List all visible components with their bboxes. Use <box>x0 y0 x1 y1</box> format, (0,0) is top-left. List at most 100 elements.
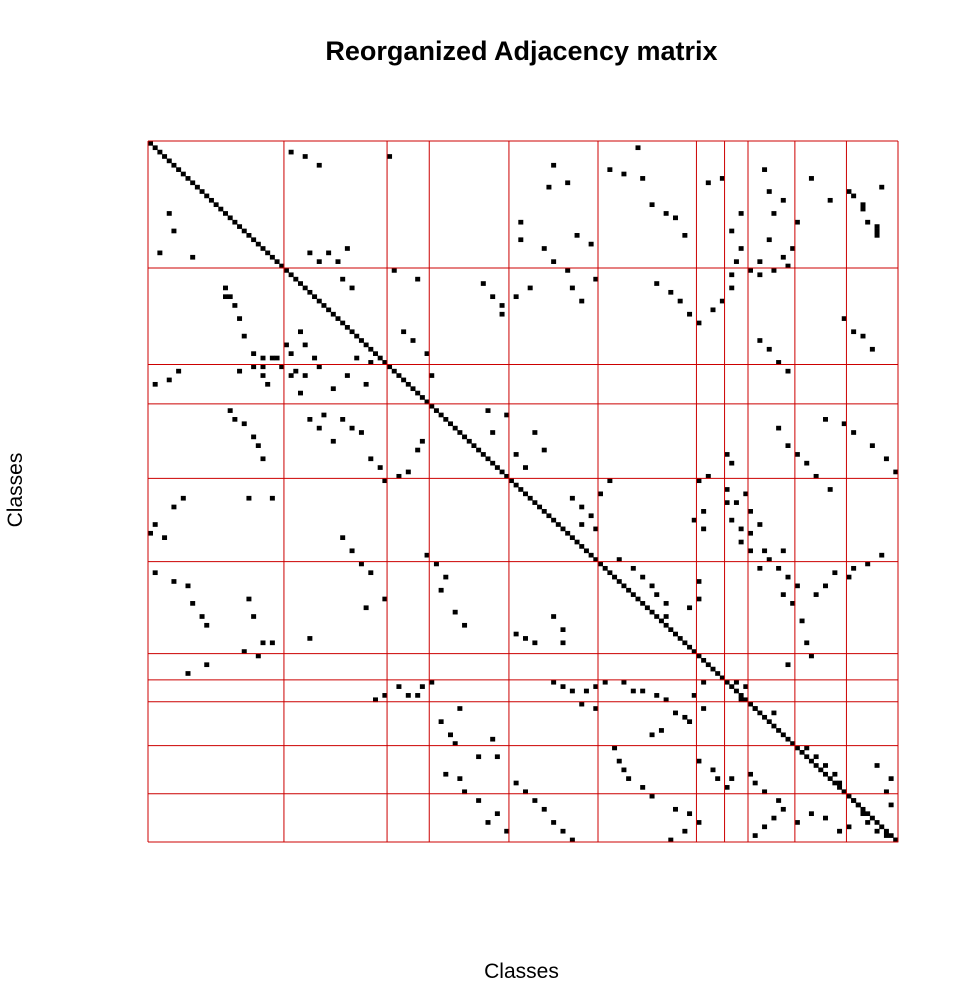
matrix-cell <box>166 377 172 383</box>
matrix-cell-diagonal <box>687 644 693 650</box>
matrix-cell <box>794 452 800 457</box>
matrix-cell <box>415 693 421 698</box>
matrix-cell <box>649 583 655 589</box>
matrix-cell <box>673 710 678 716</box>
matrix-cell <box>626 776 632 781</box>
matrix-cell <box>532 798 538 803</box>
matrix-cell <box>419 438 425 444</box>
matrix-cell <box>443 574 449 580</box>
matrix-cell <box>869 443 875 448</box>
matrix-cell <box>762 789 768 795</box>
matrix-cell-diagonal <box>241 228 247 234</box>
matrix-cell <box>738 539 744 545</box>
matrix-cell <box>874 224 880 229</box>
matrix-cell-diagonal <box>785 736 791 742</box>
matrix-cell-diagonal <box>757 710 763 716</box>
matrix-cell <box>794 820 800 825</box>
matrix-cell <box>302 154 308 159</box>
matrix-cell <box>237 368 243 374</box>
matrix-cell <box>799 618 805 624</box>
matrix-cell-diagonal <box>569 535 575 540</box>
matrix-cell <box>321 412 327 418</box>
matrix-cell-diagonal <box>227 215 233 221</box>
matrix-cell <box>260 640 266 646</box>
matrix-cell <box>462 622 468 628</box>
matrix-cell-diagonal <box>476 447 482 453</box>
matrix-cell-diagonal <box>649 609 655 615</box>
matrix-cell-diagonal <box>494 465 500 470</box>
matrix-cell <box>340 276 346 282</box>
matrix-cell <box>541 447 547 453</box>
matrix-cell-diagonal <box>644 605 650 611</box>
matrix-cell-diagonal <box>302 285 308 291</box>
matrix-cell <box>579 504 585 510</box>
matrix-cell <box>401 329 407 335</box>
matrix-cell-diagonal <box>410 386 416 392</box>
matrix-cell <box>733 500 739 505</box>
matrix-cell <box>223 285 228 291</box>
matrix-cell <box>743 684 749 689</box>
matrix-cell <box>499 303 505 308</box>
matrix-cell <box>288 351 294 356</box>
matrix-cell <box>883 833 889 838</box>
matrix-cell <box>279 364 285 370</box>
matrix-cell-diagonal <box>321 303 327 308</box>
matrix-cell <box>283 342 289 348</box>
matrix-cell-diagonal <box>232 219 238 225</box>
matrix-cell <box>780 254 786 260</box>
matrix-cell <box>260 364 266 370</box>
matrix-cell-diagonal <box>813 763 819 768</box>
matrix-cell-diagonal <box>354 333 360 339</box>
matrix-cell <box>738 526 744 532</box>
matrix-cell-diagonal <box>274 259 280 264</box>
matrix-cell <box>551 614 557 619</box>
matrix-cell <box>719 176 725 181</box>
matrix-cell <box>518 219 524 225</box>
matrix-cell <box>251 434 257 440</box>
matrix-cell <box>438 587 444 593</box>
matrix-cell <box>377 465 383 470</box>
matrix-cell-diagonal <box>719 675 725 681</box>
matrix-cell <box>307 636 313 641</box>
matrix-cell <box>546 184 552 190</box>
matrix-cell <box>743 491 749 497</box>
matrix-cell-diagonal <box>255 241 261 247</box>
matrix-cell-diagonal <box>307 289 313 295</box>
matrix-cell <box>368 360 374 365</box>
matrix-cell <box>560 684 566 689</box>
matrix-cell-diagonal <box>612 574 618 580</box>
matrix-cell-diagonal <box>223 211 228 216</box>
matrix-cell <box>438 719 444 724</box>
matrix-cell-diagonal <box>654 614 660 619</box>
matrix-cell <box>340 535 346 540</box>
matrix-cell <box>513 452 519 457</box>
matrix-cell-diagonal <box>560 526 566 532</box>
matrix-cell <box>490 736 496 742</box>
matrix-cell <box>654 693 660 698</box>
matrix-cell-diagonal <box>260 246 266 251</box>
matrix-cell <box>429 679 435 685</box>
matrix-cell-diagonal <box>696 653 702 659</box>
matrix-cell <box>588 241 594 247</box>
matrix-cell <box>808 176 814 181</box>
matrix-cell <box>419 684 425 689</box>
matrix-cell <box>241 333 247 339</box>
matrix-cell <box>452 609 458 615</box>
matrix-cell-diagonal <box>555 522 561 527</box>
matrix-cell <box>733 679 739 685</box>
matrix-cell <box>762 167 768 172</box>
matrix-cell <box>166 211 172 216</box>
matrix-cell-diagonal <box>335 316 341 321</box>
matrix-cell <box>823 417 828 422</box>
matrix-cell-diagonal <box>424 399 430 405</box>
matrix-cell <box>673 806 678 812</box>
matrix-cell <box>316 364 322 370</box>
matrix-cell-diagonal <box>344 325 350 330</box>
matrix-cell-diagonal <box>157 149 163 155</box>
matrix-cell <box>630 688 636 694</box>
matrix-cell <box>846 824 852 830</box>
matrix-cell-diagonal <box>152 145 158 151</box>
matrix-cell <box>649 793 655 799</box>
matrix-cell <box>569 837 575 843</box>
matrix-cell-diagonal <box>602 565 608 571</box>
